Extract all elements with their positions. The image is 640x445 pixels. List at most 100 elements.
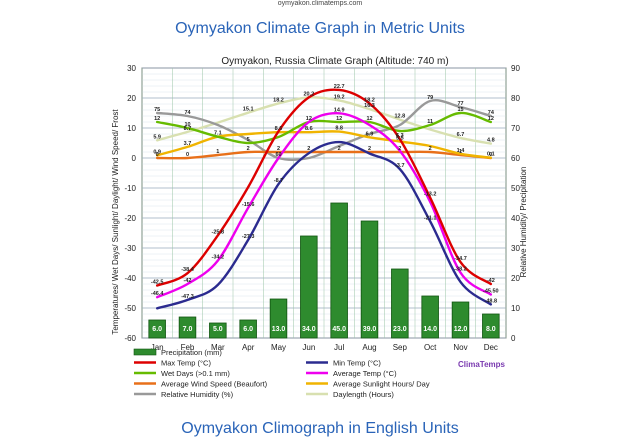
- data-label-min-temp-c: -48.8: [485, 298, 498, 304]
- page-subheading[interactable]: Oymyakon Climograph in English Units: [181, 420, 459, 437]
- data-label-max-temp-c: -38.4: [181, 267, 194, 273]
- data-point-relative-humidity: [156, 112, 159, 114]
- page-url: oymyakon.climatemps.com: [277, 0, 363, 7]
- data-point-average-temp-c: [216, 259, 219, 262]
- data-label-max-temp-c: -42.5: [151, 280, 164, 286]
- chart-title: Oymyakon, Russia Climate Graph (Altitude…: [221, 56, 448, 67]
- data-label-max-temp-c: 6.3: [396, 133, 404, 139]
- series-line-average-temp-c: [155, 112, 493, 299]
- data-label-wet-days-0-1-mm: 11: [427, 119, 433, 125]
- data-point-relative-humidity: [429, 100, 432, 102]
- data-point-max-temp-c: [489, 283, 492, 285]
- data-label-average-wind-speed-beaufort: 2: [398, 146, 401, 152]
- data-label-average-temp-c: -15.6: [242, 202, 255, 208]
- data-point-average-temp-c: [489, 293, 492, 296]
- data-point-average-temp-c: [277, 157, 280, 159]
- precipitation-bar-label: 8.0: [486, 326, 496, 333]
- data-point-wet-days-0-1-mm: [429, 124, 432, 126]
- precipitation-bar-label: 13.0: [272, 326, 286, 333]
- data-point-min-temp-c: [247, 239, 250, 241]
- legend: Precipitation (mm) Min Temp (°C) Max Temp …: [133, 348, 430, 399]
- data-label-daylength-hours: 16.3: [364, 103, 375, 109]
- data-point-relative-humidity: [216, 124, 219, 126]
- data-point-max-temp-c: [368, 102, 371, 105]
- series-line-max-temp-c: [155, 88, 493, 287]
- data-point-max-temp-c: [429, 196, 432, 199]
- data-label-average-sunlight-hours-day: 7.1: [214, 131, 222, 137]
- data-point-min-temp-c: [186, 299, 189, 301]
- data-label-relative-humidity: 77: [457, 101, 463, 107]
- data-point-average-wind-speed-beaufort: [216, 154, 219, 156]
- data-point-wet-days-0-1-mm: [459, 112, 462, 114]
- data-point-daylength-hours: [156, 139, 159, 142]
- left-tick-label: -20: [124, 214, 136, 223]
- data-label-average-wind-speed-beaufort: 2: [338, 146, 341, 152]
- x-tick-label: Sep: [393, 343, 408, 352]
- data-point-wet-days-0-1-mm: [216, 135, 219, 138]
- legend-label: Min Temp (°C): [333, 359, 381, 368]
- precipitation-bar-label: 23.0: [393, 326, 407, 333]
- data-label-wet-days-0-1-mm: 12: [336, 116, 342, 122]
- data-label-max-temp-c: -42: [487, 278, 495, 284]
- data-point-min-temp-c: [156, 307, 159, 310]
- data-point-average-temp-c: [186, 283, 189, 285]
- data-label-average-sunlight-hours-day: 1.4: [457, 148, 466, 154]
- data-label-average-wind-speed-beaufort: 2: [307, 146, 310, 152]
- legend-swatch-bar: [133, 348, 157, 356]
- data-point-max-temp-c: [459, 261, 462, 263]
- x-tick-label: Aug: [362, 343, 376, 352]
- data-point-average-wind-speed-beaufort: [156, 157, 159, 159]
- precipitation-bar: [269, 298, 288, 339]
- data-point-average-temp-c: [156, 296, 159, 299]
- brand-label: ClimaTemps: [458, 360, 506, 369]
- data-label-wet-days-0-1-mm: 5: [247, 137, 250, 143]
- data-point-average-temp-c: [307, 121, 310, 123]
- precipitation-bar-label: 34.0: [302, 326, 316, 333]
- data-label-average-temp-c: 14.9: [334, 107, 345, 113]
- data-label-wet-days-0-1-mm: 12: [366, 116, 372, 122]
- data-label-average-temp-c: -45.50: [483, 289, 499, 295]
- data-label-wet-days-0-1-mm: 12: [488, 116, 494, 122]
- data-point-min-temp-c: [307, 152, 310, 155]
- data-point-average-temp-c: [338, 112, 341, 115]
- x-tick-label: Oct: [424, 343, 437, 352]
- data-label-average-sunlight-hours-day: 5.5: [396, 136, 404, 142]
- data-point-average-sunlight-hours-day: [247, 133, 250, 135]
- data-point-average-wind-speed-beaufort: [186, 157, 189, 159]
- data-point-wet-days-0-1-mm: [277, 136, 280, 138]
- data-label-average-sunlight-hours-day: 6.9: [366, 131, 374, 137]
- right-tick-label: 90: [511, 64, 520, 73]
- x-tick-label: Jan: [151, 343, 164, 352]
- data-label-max-temp-c: 22.7: [334, 84, 345, 90]
- data-label-daylength-hours: 6.7: [457, 132, 465, 138]
- data-point-average-sunlight-hours-day: [489, 156, 492, 159]
- data-point-wet-days-0-1-mm: [338, 121, 341, 123]
- data-label-max-temp-c: 18.2: [364, 97, 375, 103]
- left-tick-label: -10: [124, 184, 136, 193]
- data-label-max-temp-c: -13.2: [424, 192, 437, 198]
- page-heading[interactable]: Oymyakon Climate Graph in Metric Units: [175, 20, 465, 37]
- data-label-average-wind-speed-beaufort: 0: [186, 152, 189, 158]
- data-point-relative-humidity: [307, 157, 310, 159]
- left-tick-label: 0: [132, 154, 137, 163]
- data-point-daylength-hours: [247, 111, 250, 114]
- x-tick-label: Mar: [211, 343, 225, 352]
- data-point-min-temp-c: [338, 141, 341, 143]
- data-label-average-sunlight-hours-day: 8.6: [305, 126, 313, 132]
- left-tick-label: 20: [127, 94, 136, 103]
- data-label-max-temp-c: -34.7: [454, 256, 467, 262]
- data-label-average-wind-speed-beaufort: 1: [459, 149, 462, 155]
- precipitation-bar: [300, 235, 318, 339]
- precipitation-bar-label: 14.0: [423, 326, 437, 333]
- right-tick-label: 0: [511, 334, 516, 343]
- legend-label: Daylength (Hours): [333, 390, 394, 399]
- data-point-min-temp-c: [489, 303, 492, 306]
- right-tick-label: 40: [511, 214, 520, 223]
- data-point-daylength-hours: [186, 131, 189, 133]
- x-tick-label: Jun: [302, 343, 315, 352]
- legend-label: Average Temp (°C): [333, 369, 397, 378]
- right-tick-label: 30: [511, 244, 520, 253]
- data-label-min-temp-c: -21.1: [424, 215, 437, 221]
- data-point-wet-days-0-1-mm: [368, 121, 371, 123]
- data-point-relative-humidity: [247, 139, 250, 141]
